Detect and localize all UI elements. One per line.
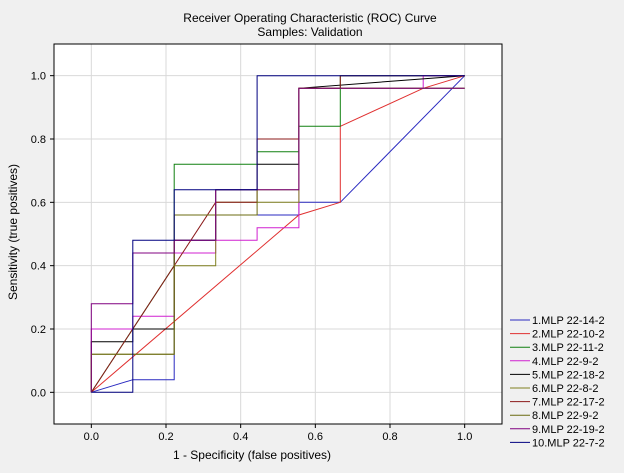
- y-tick-label: 0.6: [31, 197, 46, 209]
- plot-frame: [53, 43, 503, 425]
- legend-label-1: 1.MLP 22-14-2: [532, 315, 605, 327]
- x-tick-label: 1.0: [457, 431, 472, 443]
- x-tick-label: 0.2: [158, 431, 173, 443]
- legend-label-4: 4.MLP 22-9-2: [532, 356, 598, 368]
- legend-label-5: 5.MLP 22-18-2: [532, 369, 605, 381]
- legend: 1.MLP 22-14-2 2.MLP 22-10-23.MLP 22-11-2 4…: [510, 315, 605, 449]
- legend-label-6: 6.MLP 22-8-2: [532, 383, 598, 395]
- y-tick-label: 0.0: [31, 387, 46, 399]
- legend-label-7: 7.MLP 22-17-2: [532, 397, 605, 409]
- chart-subtitle: Samples: Validation: [257, 25, 362, 39]
- x-tick-label: 0.0: [84, 431, 99, 443]
- legend-label-3: 3.MLP 22-11-2: [532, 342, 604, 354]
- y-tick-label: 0.4: [31, 261, 46, 273]
- legend-label-8: 8.MLP 22-9-2: [532, 410, 598, 422]
- plot-area-group: 0.0 0.2 0.4 0.6 0.8 1.0 0.0 0.2 0.4 0.6 0.8 1.0: [31, 43, 503, 443]
- x-tick-label: 0.4: [233, 431, 248, 443]
- y-axis-label: Sensitivity (true positives): [6, 164, 20, 300]
- legend-label-10: 10.MLP 22-7-2: [532, 437, 605, 449]
- legend-label-2: 2.MLP 22-10-2: [532, 329, 605, 341]
- y-tick-label: 0.2: [31, 324, 46, 336]
- chart-title: Receiver Operating Characteristic (ROC) …: [183, 11, 437, 25]
- series-line-2: [90, 75, 465, 393]
- series-line-10: [91, 75, 465, 393]
- y-tick-label: 1.0: [31, 71, 46, 83]
- legend-label-9: 9.MLP 22-19-2: [532, 424, 605, 436]
- x-tick-label: 0.6: [308, 431, 323, 443]
- x-tick-label: 0.8: [382, 431, 397, 443]
- x-axis-label: 1 - Specificity (false positives): [173, 448, 331, 462]
- y-tick-label: 0.8: [31, 134, 46, 146]
